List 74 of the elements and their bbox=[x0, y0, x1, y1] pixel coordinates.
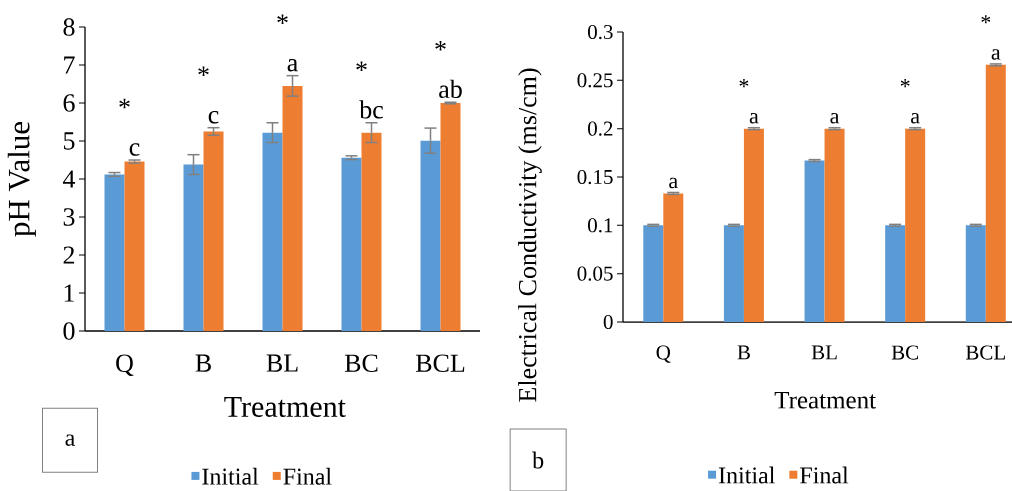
y-tick-label: 8 bbox=[63, 18, 75, 36]
bar bbox=[743, 128, 764, 322]
bar bbox=[723, 225, 744, 322]
x-axis-title: Treatment bbox=[774, 391, 876, 409]
x-tick-label: BCL bbox=[415, 354, 465, 372]
annotation: a bbox=[830, 112, 840, 124]
bar bbox=[643, 225, 664, 322]
legend-label: Initial bbox=[718, 466, 775, 484]
annotation: a bbox=[669, 177, 678, 189]
bar bbox=[341, 157, 362, 331]
annotation: a bbox=[749, 112, 759, 124]
text: a bbox=[65, 434, 75, 446]
bar bbox=[361, 132, 382, 331]
text: * bbox=[277, 14, 288, 24]
bar bbox=[965, 225, 986, 322]
x-tick-label: BL bbox=[811, 345, 837, 360]
annotation: a bbox=[287, 58, 298, 72]
y-tick-label: 0.25 bbox=[577, 73, 613, 88]
y-tick-label: 0.05 bbox=[577, 266, 613, 281]
x-tick-label: Q bbox=[116, 354, 134, 376]
bar bbox=[282, 85, 303, 331]
legend-label: Final bbox=[800, 466, 849, 484]
y-tick-label: 0 bbox=[603, 314, 613, 330]
legend-label: Final bbox=[283, 467, 332, 485]
x-tick-label: B bbox=[737, 345, 750, 360]
text: b bbox=[532, 451, 544, 469]
y-tick-label: 4 bbox=[62, 170, 76, 188]
x-tick-label: BCL bbox=[965, 345, 1005, 360]
bar bbox=[824, 128, 845, 322]
bar bbox=[104, 174, 125, 331]
y-tick-label: 3 bbox=[63, 208, 75, 226]
x-axis-title: Treatment bbox=[224, 397, 346, 417]
annotation: a bbox=[991, 49, 1001, 60]
annotation: ab bbox=[439, 79, 462, 99]
annotation: * bbox=[900, 79, 910, 88]
annotation: c bbox=[208, 111, 219, 124]
annotation: c bbox=[129, 143, 140, 156]
y-tick-label: 1 bbox=[64, 284, 74, 302]
y-tick-label: 0.1 bbox=[588, 218, 613, 233]
y-tick-label: 0.3 bbox=[588, 24, 613, 40]
bar bbox=[420, 140, 441, 331]
y-axis-title: Electrical Conductivity (ms/cm) bbox=[518, 68, 542, 402]
bar bbox=[124, 161, 145, 331]
y-tick-label: 0.15 bbox=[577, 169, 613, 185]
bar bbox=[203, 131, 224, 331]
bar bbox=[262, 132, 283, 331]
bar bbox=[905, 128, 926, 322]
y-tick-label: 6 bbox=[63, 94, 75, 112]
annotation: * bbox=[119, 98, 130, 109]
y-tick-label: 5 bbox=[63, 132, 75, 150]
annotation: * bbox=[198, 66, 209, 77]
y-tick-label: 2 bbox=[63, 246, 75, 264]
legend-label: Initial bbox=[202, 467, 259, 485]
annotation: * bbox=[356, 61, 367, 72]
annotation: * bbox=[435, 41, 446, 51]
bar bbox=[985, 64, 1006, 322]
x-tick-label: B bbox=[195, 354, 211, 372]
bar bbox=[663, 193, 684, 322]
annotation: * bbox=[739, 79, 749, 88]
y-tick-label: 0.2 bbox=[588, 121, 613, 136]
x-tick-label: BL bbox=[266, 354, 298, 372]
y-tick-label: 7 bbox=[64, 56, 75, 74]
bar bbox=[440, 103, 461, 331]
y-tick-label: 0 bbox=[63, 322, 75, 340]
y-axis-title: pH Value bbox=[7, 121, 36, 237]
x-tick-label: BC bbox=[344, 354, 378, 372]
x-tick-label: Q bbox=[656, 345, 671, 363]
bar bbox=[804, 160, 825, 322]
text: * bbox=[981, 15, 991, 24]
x-tick-label: BC bbox=[891, 345, 919, 360]
bar bbox=[183, 164, 204, 331]
bar bbox=[885, 225, 906, 322]
annotation: bc bbox=[359, 100, 383, 119]
annotation: a bbox=[911, 112, 920, 124]
